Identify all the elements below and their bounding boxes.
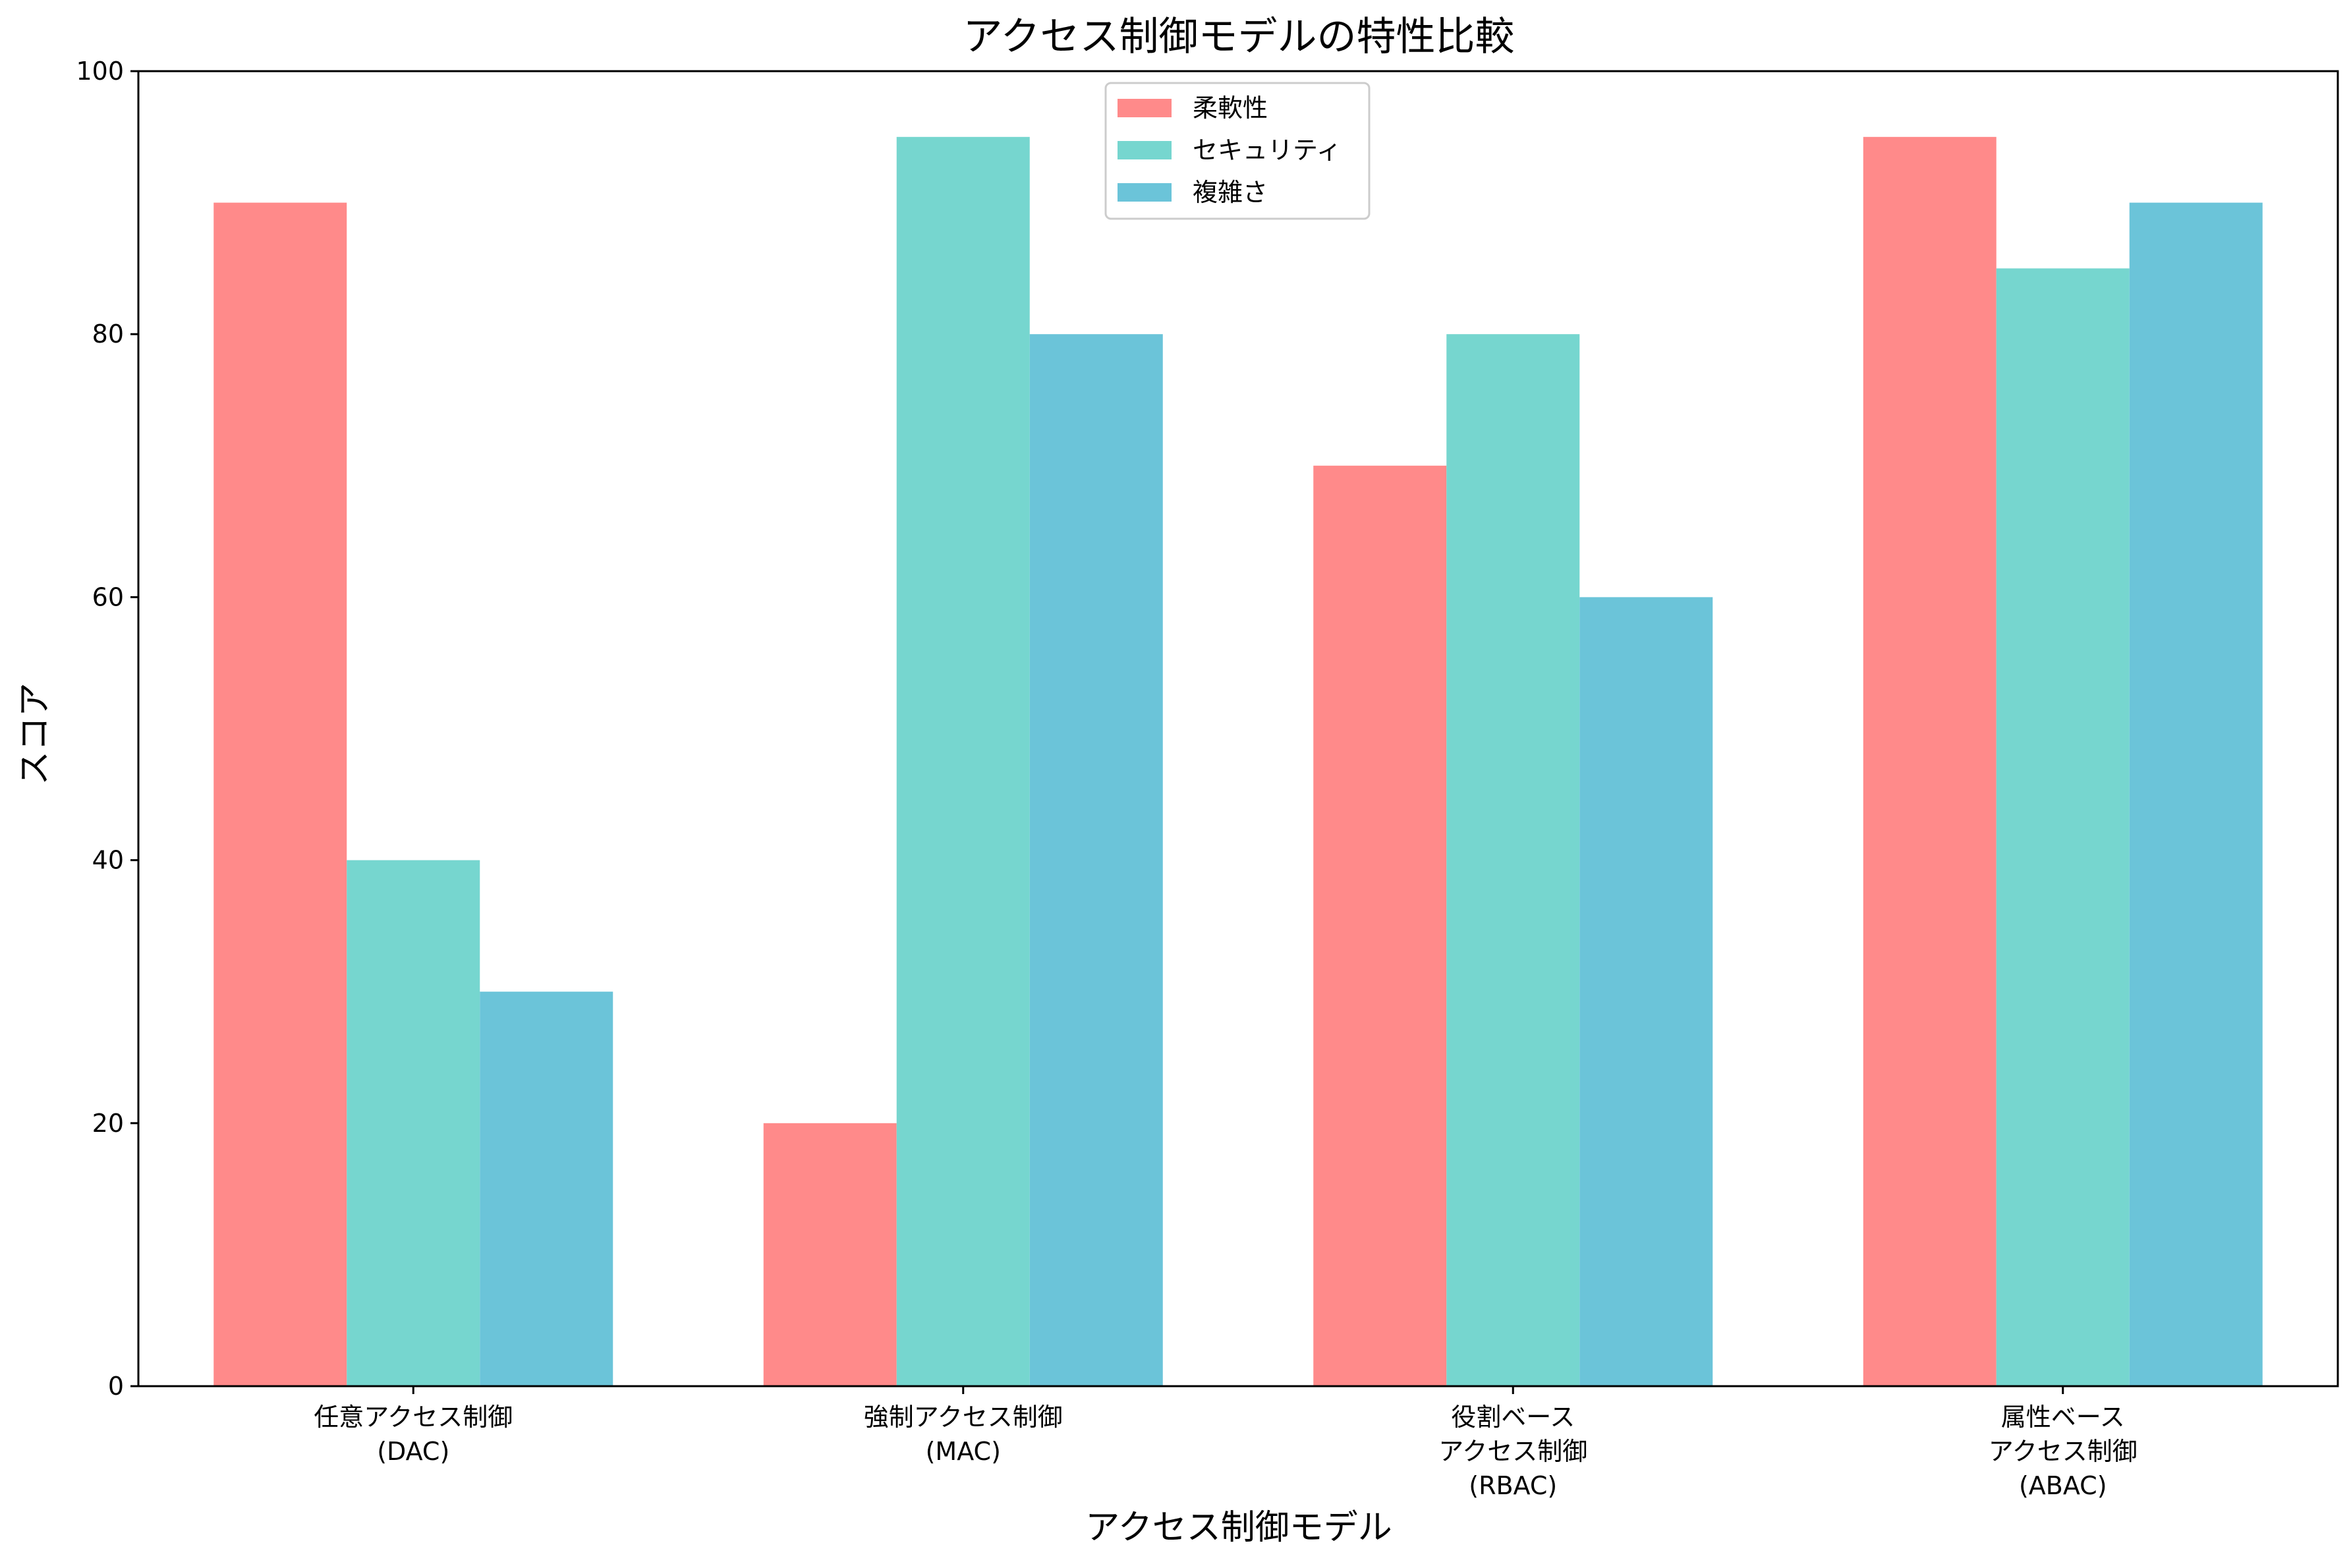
x-axis-label: アクセス制御モデル: [1085, 1508, 1392, 1548]
x-tick-label-line: (RBAC): [1469, 1471, 1557, 1500]
bar-3-4: [2129, 202, 2263, 1387]
bar-1-2: [763, 1123, 897, 1386]
x-tick-label-2: 強制アクセス制御 (MAC): [864, 1403, 1063, 1466]
bar-2-1: [347, 860, 480, 1386]
bar-3-1: [480, 992, 613, 1386]
x-tick-label-line: (MAC): [926, 1437, 1001, 1466]
bar-3-3: [1579, 597, 1713, 1386]
legend-label-3: 複雑さ: [1193, 178, 1268, 207]
x-tick-label-1: 任意アクセス制御 (DAC): [314, 1403, 513, 1466]
bar-1-1: [213, 202, 347, 1387]
x-tick-label-line: 役割ベース: [1451, 1403, 1575, 1432]
legend-label-2: セキュリティ: [1193, 136, 1342, 165]
y-tick-label-4: 60: [92, 582, 124, 611]
y-tick-label-3: 40: [92, 846, 124, 875]
bar-1-4: [1863, 136, 1997, 1386]
x-tick-label-line: アクセス制御: [1438, 1437, 1587, 1466]
x-tick-label-line: 属性ベース: [2001, 1403, 2125, 1432]
legend-swatch-1: [1118, 99, 1172, 117]
y-tick-label-1: 0: [108, 1372, 124, 1401]
bar-1-3: [1313, 465, 1447, 1386]
bar-2-2: [896, 136, 1030, 1386]
x-tick-label-line: アクセス制御: [1989, 1437, 2138, 1466]
bar-2-3: [1446, 334, 1580, 1387]
legend-swatch-3: [1118, 183, 1172, 202]
y-tick-label-6: 100: [76, 57, 124, 86]
bar-3-2: [1029, 334, 1163, 1387]
plot-area: 0 20 40 60 80 100 任意アクセス制御 (DAC) 強制アクセス制御 (MAC) 役割…: [76, 57, 2339, 1500]
y-tick-label-2: 20: [92, 1109, 124, 1138]
legend-label-1: 柔軟性: [1193, 94, 1268, 123]
bar-2-4: [1996, 268, 2130, 1386]
x-tick-label-line: 強制アクセス制御: [864, 1403, 1063, 1432]
x-tick-label-line: (ABAC): [2019, 1471, 2107, 1500]
plot-frame: [137, 70, 2339, 1387]
y-axis-label: スコア: [15, 683, 55, 785]
x-tick-label-line: (DAC): [377, 1437, 449, 1466]
legend-swatch-2: [1118, 141, 1172, 159]
y-tick-label-5: 80: [92, 320, 124, 349]
x-tick-label-4: 属性ベースアクセス制御 (ABAC): [1989, 1403, 2138, 1500]
x-tick-label-line: 任意アクセス制御: [314, 1403, 513, 1432]
chart-title: アクセス制御モデルの特性比較: [963, 14, 1515, 60]
x-tick-label-3: 役割ベースアクセス制御 (RBAC): [1438, 1403, 1587, 1500]
